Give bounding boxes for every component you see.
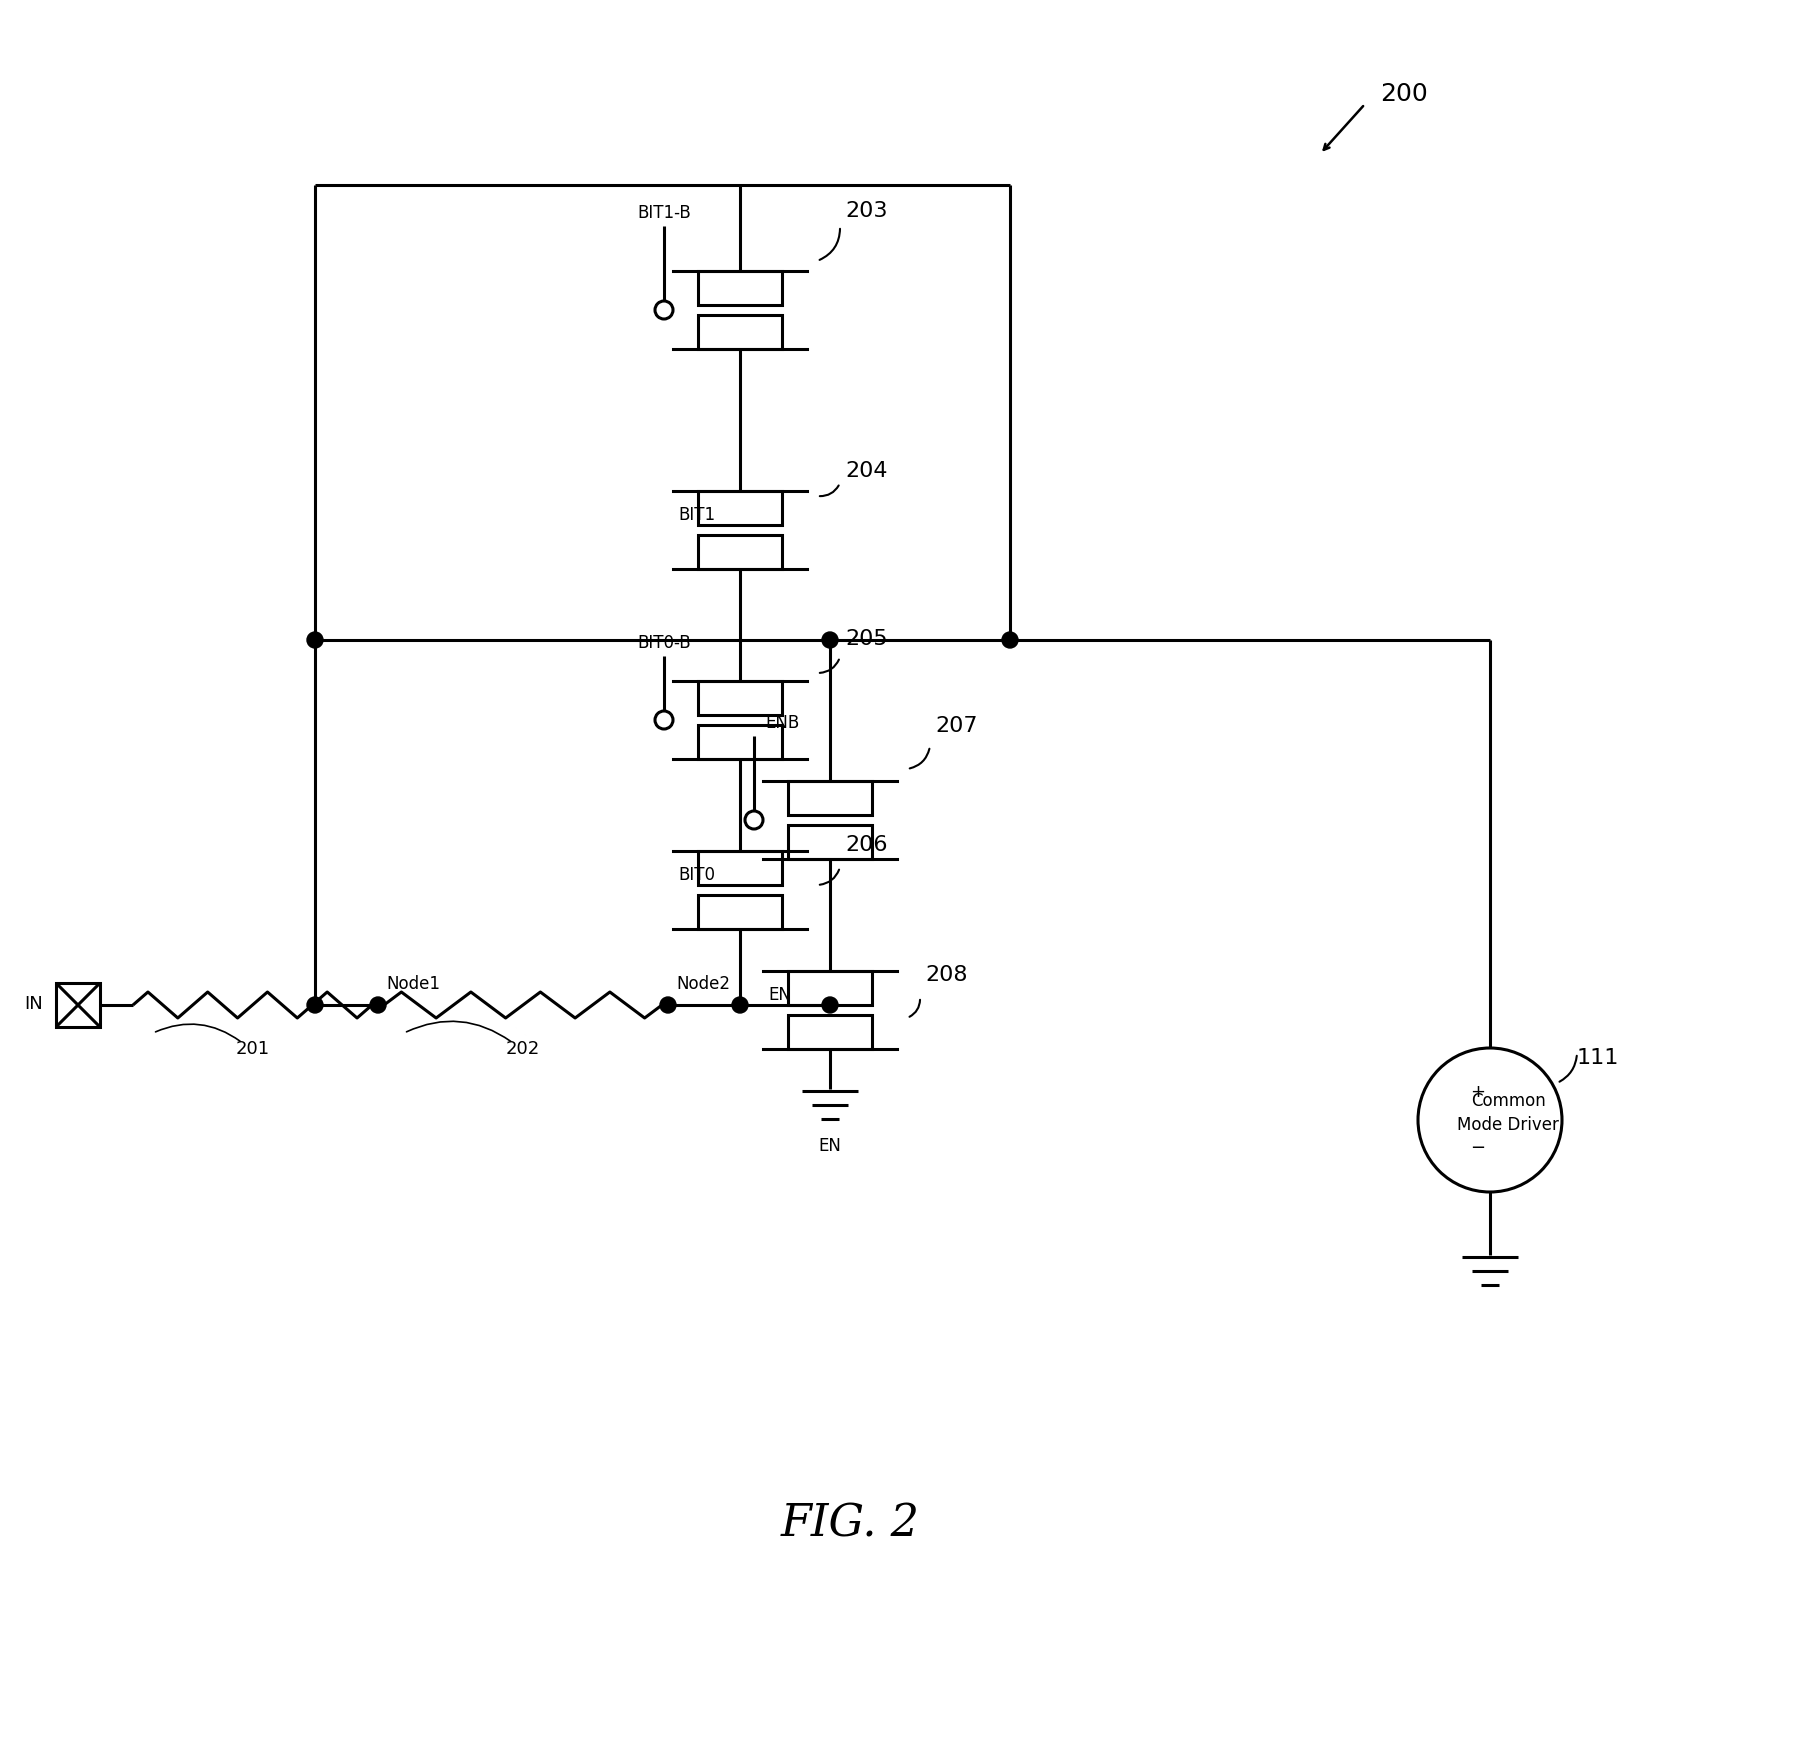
Text: BIT1-B: BIT1-B (636, 204, 690, 221)
Text: 207: 207 (935, 717, 976, 736)
Text: 208: 208 (924, 964, 967, 985)
Circle shape (1001, 631, 1018, 649)
Text: 203: 203 (845, 201, 886, 221)
Bar (698, 680, 782, 715)
Bar (698, 895, 782, 930)
Text: BIT0-B: BIT0-B (636, 635, 690, 652)
Circle shape (732, 998, 748, 1013)
Text: 111: 111 (1577, 1048, 1618, 1067)
Bar (788, 971, 872, 1005)
Text: ENB: ENB (764, 713, 798, 732)
Text: Node2: Node2 (676, 975, 730, 992)
Text: EN: EN (818, 1137, 841, 1155)
Text: Common
Mode Driver: Common Mode Driver (1456, 1092, 1559, 1134)
Text: 206: 206 (845, 835, 886, 855)
Bar (698, 535, 782, 569)
Bar (788, 1015, 872, 1048)
Circle shape (744, 811, 762, 828)
Bar (788, 825, 872, 860)
Text: 201: 201 (236, 1039, 270, 1059)
Text: 204: 204 (845, 460, 886, 481)
Text: Node1: Node1 (387, 975, 441, 992)
Text: +: + (1469, 1083, 1485, 1100)
Circle shape (660, 998, 676, 1013)
Text: 205: 205 (845, 630, 886, 649)
Circle shape (307, 998, 324, 1013)
Text: −: − (1469, 1139, 1485, 1156)
Text: 202: 202 (505, 1039, 539, 1059)
Bar (698, 316, 782, 349)
Bar (56, 984, 101, 1027)
Bar (698, 270, 782, 305)
Circle shape (654, 302, 672, 319)
Circle shape (307, 631, 324, 649)
Text: IN: IN (23, 996, 43, 1013)
Text: 200: 200 (1379, 82, 1428, 106)
Circle shape (370, 998, 387, 1013)
Circle shape (822, 631, 838, 649)
Circle shape (822, 998, 838, 1013)
Text: FIG. 2: FIG. 2 (780, 1502, 919, 1545)
Bar (698, 492, 782, 525)
Text: BIT1: BIT1 (678, 506, 716, 523)
Bar (698, 726, 782, 759)
Text: BIT0: BIT0 (678, 867, 714, 884)
Bar (788, 781, 872, 814)
Bar (698, 851, 782, 884)
Circle shape (654, 712, 672, 729)
Text: EN: EN (768, 985, 791, 1005)
